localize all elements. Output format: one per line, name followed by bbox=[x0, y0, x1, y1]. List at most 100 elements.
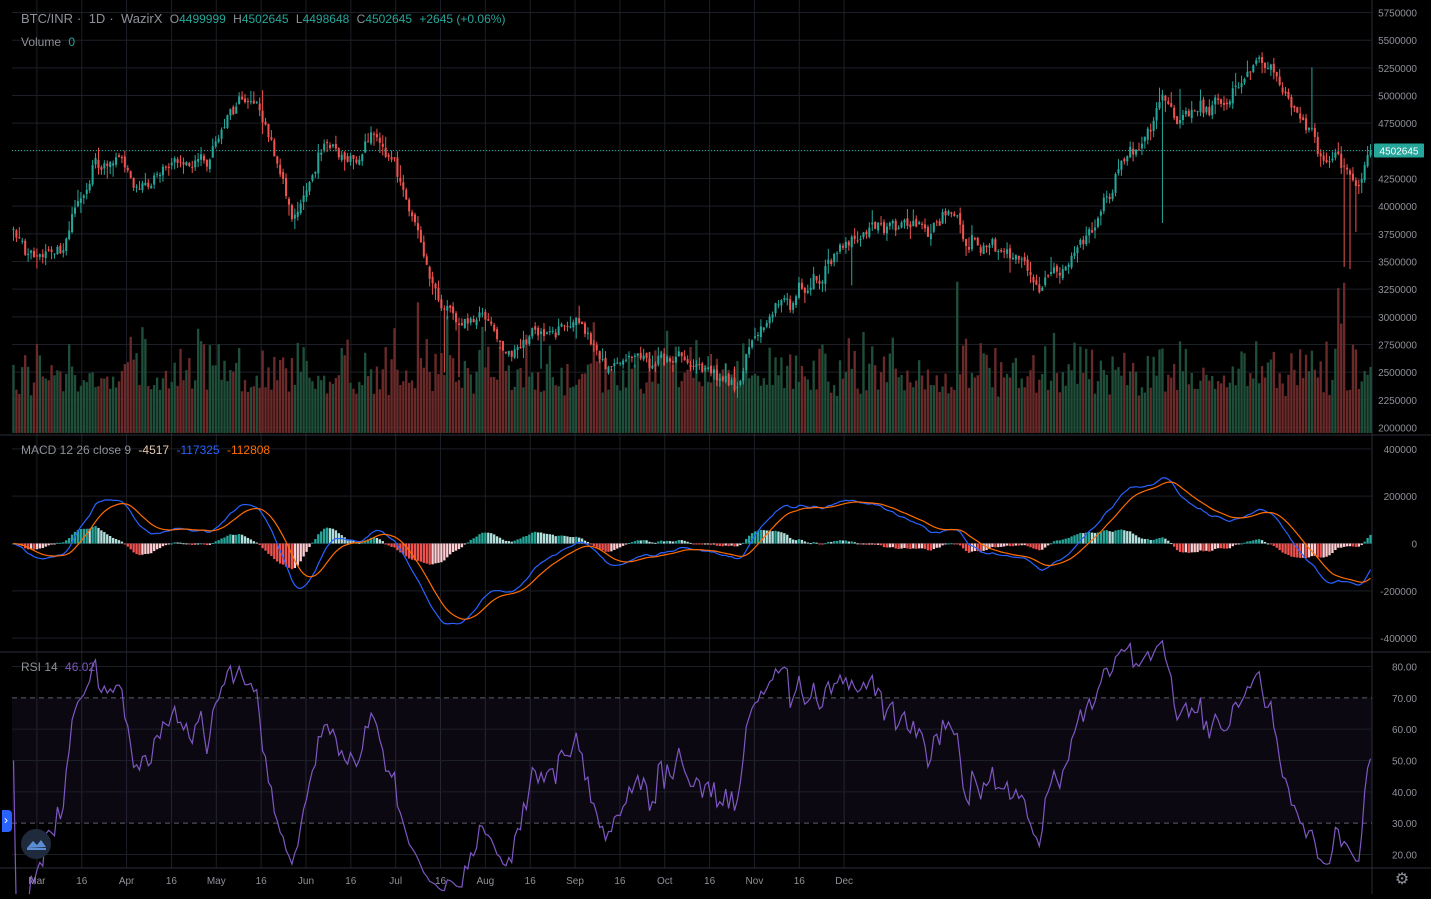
candle-body bbox=[818, 280, 821, 284]
candle-body bbox=[510, 351, 513, 357]
volume-bar bbox=[32, 382, 36, 433]
volume-bar bbox=[1260, 366, 1264, 433]
candle-body bbox=[1079, 240, 1082, 245]
macd-histogram-bar bbox=[111, 537, 115, 544]
volume-bar bbox=[44, 378, 47, 433]
macd-histogram-bar bbox=[1240, 543, 1243, 545]
candle-body bbox=[243, 98, 247, 103]
volume-bar bbox=[475, 371, 478, 433]
volume-bar bbox=[407, 382, 411, 433]
volume-bar bbox=[1214, 388, 1217, 433]
candle-body bbox=[721, 376, 724, 381]
volume-bar bbox=[1354, 349, 1358, 433]
volume-bar bbox=[202, 344, 206, 433]
volume-bar bbox=[237, 347, 241, 433]
candle-body bbox=[1272, 63, 1275, 73]
volume-bar bbox=[1076, 383, 1079, 433]
macd-histogram-bar bbox=[1111, 531, 1114, 544]
candle-body bbox=[59, 245, 62, 254]
macd-histogram-bar bbox=[443, 543, 446, 561]
candle-body bbox=[906, 218, 909, 226]
candle-body bbox=[806, 290, 809, 293]
volume-bar bbox=[786, 365, 789, 433]
macd-histogram-bar bbox=[132, 543, 135, 553]
macd-histogram-bar bbox=[53, 543, 56, 545]
volume-bar bbox=[797, 381, 801, 433]
macd-histogram-bar bbox=[888, 543, 892, 548]
volume-bar bbox=[1196, 388, 1199, 433]
macd-histogram-bar bbox=[1011, 543, 1015, 547]
volume-bar bbox=[47, 380, 50, 433]
macd-histogram-bar bbox=[698, 543, 701, 545]
volume-bar bbox=[917, 360, 921, 433]
volume-bar bbox=[1011, 362, 1015, 433]
macd-histogram-bar bbox=[1146, 538, 1149, 544]
macd-histogram-bar bbox=[630, 542, 634, 544]
volume-bar bbox=[126, 362, 129, 433]
candle-body bbox=[850, 236, 853, 248]
volume-bar bbox=[516, 369, 519, 433]
candle-body bbox=[613, 363, 616, 367]
macd-histogram-bar bbox=[1260, 540, 1264, 544]
candle-body bbox=[103, 163, 106, 169]
volume-bar bbox=[926, 369, 930, 433]
volume-bar bbox=[422, 367, 425, 433]
candle-body bbox=[557, 326, 560, 336]
candle-body bbox=[704, 368, 707, 370]
volume-bar bbox=[534, 389, 537, 433]
candle-body bbox=[1281, 87, 1284, 93]
symbol-name[interactable]: BTC/INR bbox=[21, 11, 73, 26]
macd-histogram-bar bbox=[249, 539, 253, 544]
macd-histogram-bar bbox=[387, 543, 390, 546]
volume-bar bbox=[167, 388, 170, 433]
chevron-right-icon[interactable] bbox=[2, 810, 12, 832]
volume-bar bbox=[1114, 369, 1117, 433]
candle-body bbox=[1205, 106, 1208, 113]
macd-histogram-bar bbox=[739, 543, 742, 546]
macd-histogram-bar bbox=[240, 534, 244, 544]
macd-histogram-bar bbox=[273, 543, 276, 560]
tradingview-logo-icon[interactable] bbox=[21, 829, 51, 859]
macd-histogram-bar bbox=[1246, 541, 1249, 544]
macd-histogram-bar bbox=[1187, 543, 1190, 553]
candle-body bbox=[112, 163, 115, 166]
macd-histogram-bar bbox=[340, 535, 343, 544]
candle-body bbox=[396, 157, 399, 177]
volume-bar bbox=[794, 355, 798, 433]
rsi-label[interactable]: RSI 14 bbox=[21, 660, 58, 674]
volume-bar bbox=[803, 376, 807, 433]
macd-histogram-bar bbox=[1272, 543, 1275, 546]
candle-body bbox=[1366, 155, 1369, 167]
candle-body bbox=[182, 162, 185, 165]
gear-icon[interactable]: ⚙ bbox=[1394, 871, 1410, 888]
candle-body bbox=[308, 182, 311, 192]
volume-bar bbox=[920, 375, 924, 433]
macd-histogram-bar bbox=[405, 543, 408, 557]
volume-bar bbox=[26, 366, 30, 433]
volume-bar bbox=[1067, 364, 1070, 433]
macd-histogram-bar bbox=[724, 543, 727, 546]
volume-bar bbox=[583, 373, 587, 433]
candle-body bbox=[733, 377, 736, 391]
volume-bar bbox=[62, 391, 65, 433]
macd-histogram-bar bbox=[976, 543, 979, 552]
macd-label[interactable]: MACD 12 26 close 9 bbox=[21, 443, 132, 457]
macd-histogram-bar bbox=[1211, 543, 1214, 551]
time-tick-label: 16 bbox=[256, 876, 268, 887]
candle-body bbox=[692, 365, 695, 367]
interval-label[interactable]: 1D bbox=[88, 11, 106, 26]
macd-histogram-bar bbox=[50, 543, 53, 545]
volume-bar bbox=[487, 346, 490, 433]
volume-bar bbox=[1046, 389, 1050, 433]
candle-body bbox=[270, 137, 273, 140]
candle-body bbox=[1082, 239, 1085, 245]
volume-bar bbox=[498, 346, 502, 433]
volume-bar bbox=[161, 378, 165, 433]
macd-histogram-bar bbox=[199, 543, 203, 545]
macd-histogram-bar bbox=[548, 534, 552, 544]
macd-histogram-bar bbox=[1234, 543, 1237, 545]
candle-body bbox=[267, 124, 270, 138]
volume-bar bbox=[648, 352, 651, 433]
